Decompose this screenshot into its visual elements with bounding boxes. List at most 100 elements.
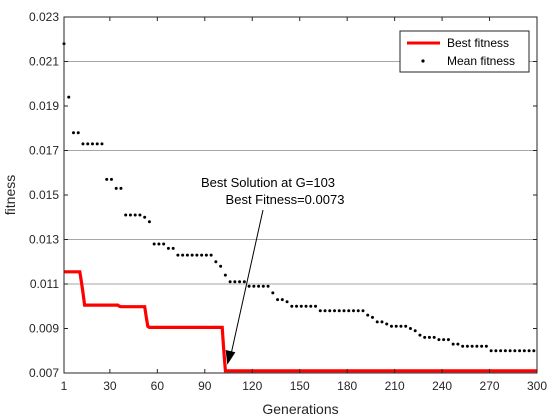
mean-fitness-point: [432, 335, 436, 339]
mean-fitness-point: [423, 335, 427, 339]
mean-fitness-point: [162, 242, 166, 246]
annotation-arrow-line: [230, 209, 264, 353]
axis-ticks: 1 30 60 90 120 150 180 210 240 270 300 0.007 0.009 0.…: [29, 10, 547, 393]
mean-fitness-point: [157, 242, 161, 246]
mean-fitness-point: [105, 177, 109, 181]
x-tick-label: 60: [151, 379, 165, 393]
mean-fitness-point: [418, 333, 422, 337]
mean-fitness-point: [394, 324, 398, 328]
mean-fitness-point: [314, 304, 318, 308]
mean-fitness-point: [484, 344, 488, 348]
mean-fitness-point: [67, 95, 71, 99]
mean-fitness-point: [238, 280, 242, 284]
mean-fitness-point: [375, 320, 379, 324]
mean-fitness-point: [427, 335, 431, 339]
mean-fitness-point: [356, 309, 360, 313]
mean-fitness-point: [276, 298, 280, 302]
y-tick-label: 0.007: [29, 366, 59, 380]
mean-fitness-point: [361, 309, 365, 313]
mean-fitness-point: [333, 309, 337, 313]
mean-fitness-point: [404, 324, 408, 328]
mean-fitness-point: [138, 213, 142, 217]
mean-fitness-point: [147, 220, 151, 224]
mean-fitness-point: [119, 186, 123, 190]
mean-fitness-point: [233, 280, 237, 284]
x-tick-label: 300: [527, 379, 547, 393]
mean-fitness-point: [451, 342, 455, 346]
mean-fitness-point: [527, 349, 531, 353]
mean-fitness-point: [200, 253, 204, 257]
mean-fitness-point: [95, 142, 99, 146]
mean-fitness-point: [503, 349, 507, 353]
mean-fitness-point: [271, 291, 275, 295]
mean-fitness-point: [508, 349, 512, 353]
legend-box: [399, 30, 530, 73]
mean-fitness-point: [133, 213, 137, 217]
mean-fitness-point: [342, 309, 346, 313]
x-tick-label: 240: [432, 379, 452, 393]
mean-fitness-point: [442, 338, 446, 342]
mean-fitness-point: [499, 349, 503, 353]
x-tick-label: 90: [198, 379, 212, 393]
x-tick-label: 210: [385, 379, 405, 393]
mean-fitness-point: [176, 253, 180, 257]
mean-fitness-point: [385, 322, 389, 326]
x-tick-label: 270: [480, 379, 500, 393]
y-tick-label: 0.023: [29, 10, 59, 24]
mean-fitness-point: [100, 142, 104, 146]
annotation-line-1: Best Solution at G=103: [201, 175, 335, 190]
mean-fitness-point: [456, 342, 460, 346]
mean-fitness-point: [299, 304, 303, 308]
mean-fitness-point: [337, 309, 341, 313]
mean-fitness-point: [475, 344, 479, 348]
mean-fitness-point: [309, 304, 313, 308]
y-tick-label: 0.015: [29, 188, 59, 202]
mean-fitness-point: [366, 313, 370, 317]
y-tick-label: 0.019: [29, 99, 59, 113]
x-tick-label: 180: [337, 379, 357, 393]
y-tick-label: 0.017: [29, 144, 59, 158]
mean-fitness-point: [347, 309, 351, 313]
mean-fitness-point: [81, 142, 85, 146]
plot-series: [62, 42, 537, 373]
mean-fitness-point: [461, 344, 465, 348]
mean-fitness-point: [209, 253, 213, 257]
mean-fitness-point: [124, 213, 128, 217]
x-tick-label: 120: [242, 379, 262, 393]
best-fitness-line: [64, 270, 537, 373]
mean-fitness-point: [351, 309, 355, 313]
x-axis-label: Generations: [262, 401, 338, 417]
annotation-group: Best Solution at G=103 Best Fitness=0.007…: [201, 175, 344, 365]
mean-fitness-point: [522, 349, 526, 353]
y-tick-label: 0.013: [29, 233, 59, 247]
mean-fitness-point: [252, 284, 256, 288]
mean-fitness-point: [114, 186, 118, 190]
legend-mean-fitness-swatch: [421, 59, 425, 63]
annotation-arrowhead: [225, 350, 236, 365]
legend-best-fitness-label: Best fitness: [447, 36, 509, 50]
mean-fitness-point: [304, 304, 308, 308]
mean-fitness-point: [90, 142, 94, 146]
y-axis-label: fitness: [2, 175, 18, 215]
mean-fitness-point: [295, 304, 299, 308]
mean-fitness-point: [380, 320, 384, 324]
mean-fitness-point: [71, 131, 75, 135]
mean-fitness-point: [489, 349, 493, 353]
x-tick-label: 1: [61, 379, 68, 393]
mean-fitness-point: [228, 280, 232, 284]
mean-fitness-point: [465, 344, 469, 348]
mean-fitness-point: [532, 349, 536, 353]
mean-fitness-point: [152, 242, 156, 246]
y-grid-lines: [64, 61, 537, 285]
mean-fitness-point: [328, 309, 332, 313]
mean-fitness-point: [214, 260, 218, 264]
mean-fitness-point: [171, 246, 175, 250]
annotation-line-2: Best Fitness=0.0073: [226, 192, 345, 207]
mean-fitness-point: [408, 327, 412, 330]
legend-mean-fitness-label: Mean fitness: [447, 54, 515, 68]
y-tick-label: 0.011: [30, 277, 59, 291]
mean-fitness-point: [370, 315, 374, 319]
mean-fitness-point: [190, 253, 194, 257]
mean-fitness-point: [219, 264, 223, 268]
